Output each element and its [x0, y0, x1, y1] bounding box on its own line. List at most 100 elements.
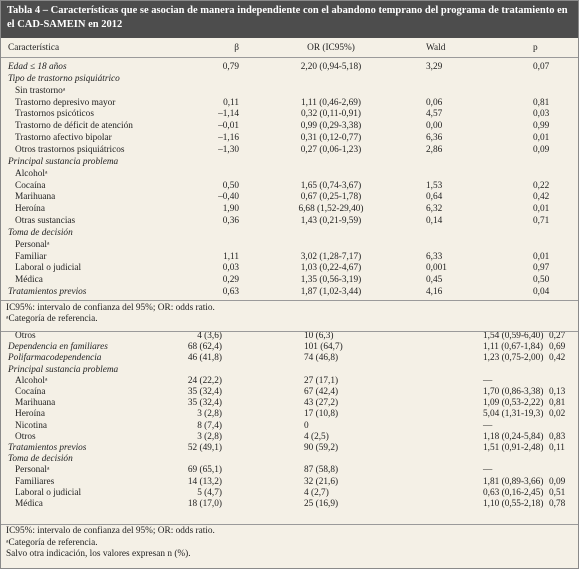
- row-label: Trastorno afectivo bipolar: [15, 133, 112, 144]
- cell: 4,16: [426, 287, 443, 298]
- cell: 4 (2,5): [304, 431, 329, 442]
- cell: 6,32: [426, 204, 443, 215]
- cell: –1,30: [218, 144, 239, 155]
- cell: 0,64: [426, 192, 443, 203]
- cell: —: [483, 465, 493, 476]
- footnote: ᵃCategoría de referencia.: [6, 314, 98, 324]
- row-label: Trastorno de déficit de atención: [15, 121, 133, 132]
- cell: 1,35 (0,56-3,19): [300, 275, 362, 286]
- row-label: Heroína: [15, 409, 45, 420]
- cell: 0,69: [549, 342, 566, 353]
- row-label: Trastornos psicóticos: [15, 109, 94, 120]
- cell: 1,03 (0,22-4,67): [300, 263, 362, 274]
- cell: 0,03: [533, 109, 550, 120]
- cell: 68 (62,4): [187, 342, 222, 353]
- cell: 1,10 (0,55-2,18): [483, 499, 544, 509]
- row-label: Otros trastornos psiquiátricos: [15, 144, 125, 155]
- cell: –0,01: [218, 121, 239, 132]
- cell: 1,81 (0,89-3,66): [483, 476, 544, 487]
- cell: 0,11: [223, 97, 239, 108]
- cell: 0,99 (0,29-3,38): [300, 121, 362, 132]
- cell: 3,02 (1,28-7,17): [300, 251, 362, 262]
- row-label: Otros: [15, 431, 36, 442]
- cell: 0,03: [222, 263, 239, 274]
- cell: 0,01: [533, 204, 550, 215]
- cell: 6,33: [426, 251, 443, 262]
- cell: 24 (22,2): [187, 375, 222, 386]
- column-header: p: [533, 43, 538, 53]
- row-label: Otras sustancias: [15, 216, 76, 227]
- cell: 8 (7,4): [197, 420, 222, 431]
- cell: 0,02: [549, 409, 566, 420]
- cell: 0,27 (0,06-1,23): [300, 144, 362, 155]
- cell: 0,63 (0,16-2,45): [483, 487, 544, 498]
- cell: 10 (6,3): [304, 332, 334, 341]
- cell: 35 (32,4): [187, 387, 222, 397]
- row-label: Tratamientos previos: [8, 287, 87, 298]
- cell: 32 (21,6): [304, 476, 339, 487]
- cell: 3,29: [426, 62, 443, 72]
- cell: –0,40: [218, 192, 239, 203]
- cell: 1,11 (0,67-1,84): [483, 342, 544, 353]
- cell: 0,97: [533, 263, 550, 274]
- cell: 1,90: [222, 204, 239, 215]
- row-label: Principal sustancia problema: [8, 364, 119, 375]
- cell: 1,65 (0,74-3,67): [300, 180, 362, 191]
- cell: 0,09: [533, 144, 550, 155]
- cell: 0,42: [549, 353, 566, 364]
- cell: 2,20 (0,94-5,18): [300, 62, 362, 72]
- cell: 0,01: [533, 251, 550, 262]
- row-label: Toma de decisión: [8, 227, 73, 238]
- cell: 18 (17,0): [187, 499, 222, 509]
- row-label: Toma de decisión: [8, 454, 73, 465]
- cell: 0,81: [549, 398, 566, 409]
- cell: 6,36: [426, 133, 443, 144]
- table-fragment: Otros 4 (3,6) 10 (6,3) 1,54 (0,59-6,40) 0,27…: [1, 332, 578, 568]
- cell: 90 (59,2): [304, 443, 339, 453]
- cell: 0: [304, 420, 309, 431]
- row-label: Alcoholᵃ: [15, 375, 48, 386]
- cell: 3 (2,8): [197, 409, 222, 420]
- cell: 0,78: [549, 499, 566, 509]
- cell: –1,16: [218, 133, 239, 144]
- row-label: Médica: [15, 275, 43, 286]
- cell: 69 (65,1): [187, 465, 222, 476]
- cell: 0,67 (0,25-1,78): [300, 192, 362, 203]
- cell: —: [483, 375, 493, 386]
- table-title: Tabla 4 – Características que se asocian…: [1, 1, 578, 38]
- row-label: Marihuana: [15, 398, 56, 409]
- cell: –1,14: [218, 109, 239, 120]
- footnote: IC95%: intervalo de confianza del 95%; O…: [6, 303, 215, 313]
- cell: 0,50: [222, 180, 239, 191]
- cell: 2,86: [426, 144, 443, 155]
- rule: [1, 57, 578, 58]
- cell: 1,87 (1,02-3,44): [300, 287, 362, 298]
- cell: 1,43 (0,21-9,59): [300, 216, 362, 227]
- cell: 1,18 (0,24-5,84): [483, 431, 544, 442]
- row-label: Cocaína: [15, 387, 46, 397]
- column-header: Característica: [8, 43, 60, 53]
- cell: 4 (3,6): [197, 332, 222, 341]
- cell: 1,54 (0,59-6,40): [483, 332, 544, 341]
- row-label: Personalᵃ: [15, 239, 50, 250]
- cell: 3 (2,8): [197, 431, 222, 442]
- cell: 0,29: [222, 275, 239, 286]
- footnote: Salvo otra indicación, los valores expre…: [6, 549, 191, 559]
- cell: 6,68 (1,52-29,40): [298, 204, 364, 215]
- row-label: Tratamientos previos: [8, 443, 87, 453]
- cell: 0,31 (0,12-0,77): [300, 133, 362, 144]
- cell: 0,81: [533, 97, 550, 108]
- cell: 0,79: [222, 62, 239, 72]
- row-label: Familiar: [15, 251, 47, 262]
- cell: 0,09: [549, 476, 566, 487]
- cell: 0,27: [549, 332, 566, 341]
- cell: 43 (27,2): [304, 398, 339, 409]
- cell: 0,32 (0,11-0,91): [300, 109, 362, 120]
- cell: 1,53: [426, 180, 443, 191]
- row-label: Dependencia en familiares: [8, 342, 108, 353]
- column-header: OR (IC95%): [307, 43, 355, 53]
- cell: 0,36: [222, 216, 239, 227]
- cell: 5,04 (1,31-19,3): [483, 409, 544, 420]
- cell: 0,50: [533, 275, 550, 286]
